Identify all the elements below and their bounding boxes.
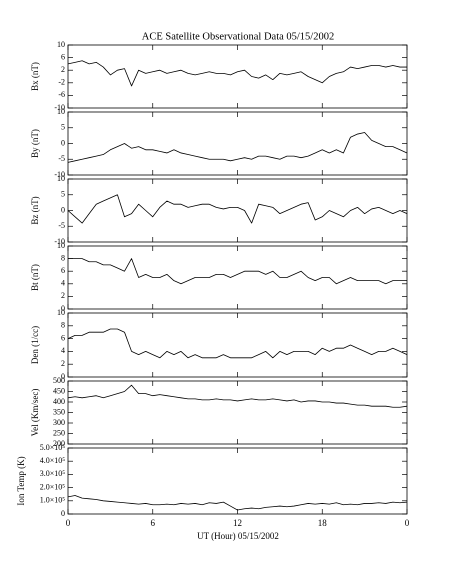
y-tick-label: 500 bbox=[53, 376, 65, 385]
y-axis-label: Bx (nT) bbox=[30, 62, 40, 91]
y-tick-label: 0 bbox=[61, 372, 65, 381]
data-line bbox=[67, 194, 408, 224]
y-tick-label: 6 bbox=[61, 266, 65, 275]
x-tick-label: 12 bbox=[233, 518, 242, 528]
y-tick-label: -2 bbox=[58, 78, 65, 87]
y-tick-label: 10 bbox=[57, 40, 65, 49]
chart-title: ACE Satellite Observational Data 05/15/2… bbox=[142, 31, 334, 42]
y-tick-label: 1.0×10⁵ bbox=[40, 496, 66, 505]
data-line bbox=[68, 258, 407, 285]
y-axis-label: Bz (nT) bbox=[30, 196, 40, 224]
y-tick-label: 6 bbox=[61, 333, 65, 342]
x-tick-label: 6 bbox=[151, 518, 156, 528]
y-axis-label: Bt (nT) bbox=[30, 264, 40, 291]
data-line bbox=[67, 495, 408, 511]
y-tick-label: 300 bbox=[53, 418, 65, 427]
y-tick-label: 8 bbox=[61, 321, 65, 330]
x-axis-label: UT (Hour) 05/15/2002 bbox=[197, 531, 279, 541]
y-tick-label: 10 bbox=[57, 107, 65, 116]
y-tick-label: 5 bbox=[61, 190, 65, 199]
y-tick-label: 0 bbox=[61, 304, 65, 313]
y-tick-label: -5 bbox=[58, 221, 65, 230]
y-tick-label: 0 bbox=[61, 509, 65, 518]
y-tick-label: 4 bbox=[61, 279, 65, 288]
y-tick-label: 10 bbox=[57, 241, 65, 250]
y-tick-label: 5 bbox=[61, 123, 65, 132]
y-axis-label: By (nT) bbox=[30, 129, 40, 158]
y-axis-label: Vel (Km/sec) bbox=[30, 389, 40, 437]
y-tick-label: 4.0×10⁵ bbox=[40, 456, 66, 465]
data-line bbox=[67, 132, 408, 163]
y-tick-label: 0 bbox=[61, 138, 65, 147]
y-tick-label: 250 bbox=[53, 428, 65, 437]
y-tick-label: 0 bbox=[61, 205, 65, 214]
y-tick-label: 2 bbox=[61, 65, 65, 74]
y-tick-label: -10 bbox=[54, 170, 65, 179]
y-tick-label: 350 bbox=[53, 407, 65, 416]
y-axis-label: Den (1/cc) bbox=[30, 326, 40, 364]
y-tick-label: -6 bbox=[58, 90, 65, 99]
y-tick-label: 4 bbox=[61, 346, 65, 355]
y-tick-label: 450 bbox=[53, 386, 65, 395]
x-tick-label: 0 bbox=[405, 518, 410, 528]
data-line bbox=[67, 384, 408, 408]
y-tick-label: 3.0×10⁵ bbox=[40, 469, 66, 478]
y-tick-label: 5.0×10⁵ bbox=[40, 443, 66, 452]
y-tick-label: 10 bbox=[57, 308, 65, 317]
x-tick-label: 18 bbox=[318, 518, 328, 528]
x-tick-label: 0 bbox=[66, 518, 71, 528]
y-tick-label: 10 bbox=[57, 174, 65, 183]
y-axis-label: Ion Temp (K) bbox=[16, 456, 26, 505]
y-tick-label: -10 bbox=[54, 103, 65, 112]
y-tick-label: 200 bbox=[53, 439, 65, 448]
data-line bbox=[67, 328, 408, 359]
y-tick-label: 400 bbox=[53, 397, 65, 406]
y-tick-label: 2.0×10⁵ bbox=[40, 482, 66, 491]
y-tick-label: -5 bbox=[58, 154, 65, 163]
y-tick-label: 6 bbox=[61, 52, 65, 61]
y-tick-label: -10 bbox=[54, 237, 65, 246]
data-line bbox=[67, 60, 407, 87]
y-tick-label: 2 bbox=[61, 291, 65, 300]
y-tick-label: 8 bbox=[61, 253, 65, 262]
y-tick-label: 2 bbox=[61, 359, 65, 368]
